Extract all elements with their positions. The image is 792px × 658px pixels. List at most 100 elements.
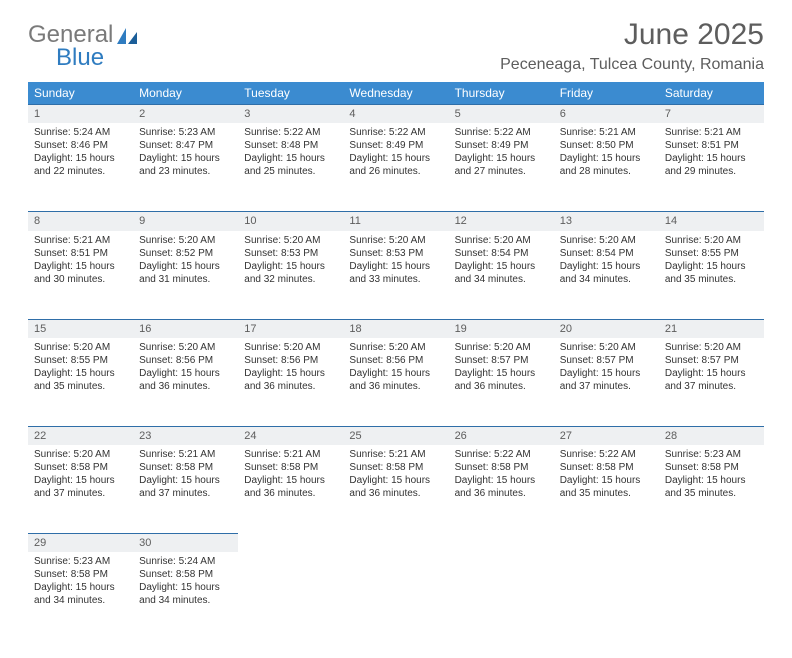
day-cell: Sunrise: 5:20 AMSunset: 8:58 PMDaylight:… (28, 445, 133, 533)
day-number: 21 (659, 319, 764, 338)
day-number-cell: 29 (28, 533, 133, 552)
day-number-cell: 20 (554, 319, 659, 338)
day-number: 23 (133, 426, 238, 445)
day-number: 11 (343, 211, 448, 230)
day-cell: Sunrise: 5:21 AMSunset: 8:51 PMDaylight:… (28, 231, 133, 319)
sunset-text: Sunset: 8:54 PM (455, 247, 548, 260)
day-number-cell: 13 (554, 211, 659, 230)
day-cell: Sunrise: 5:24 AMSunset: 8:58 PMDaylight:… (133, 552, 238, 640)
day-number-cell: 27 (554, 426, 659, 445)
daylight-text: Daylight: 15 hours (455, 260, 548, 273)
sunrise-text: Sunrise: 5:23 AM (34, 555, 127, 568)
week-daynum-row: 2930 (28, 533, 764, 552)
day-number-cell: 26 (449, 426, 554, 445)
day-number: 25 (343, 426, 448, 445)
daylight-text: Daylight: 15 hours (665, 367, 758, 380)
daylight-text: Daylight: 15 hours (244, 152, 337, 165)
day-number-cell: 18 (343, 319, 448, 338)
day-cell: Sunrise: 5:20 AMSunset: 8:53 PMDaylight:… (343, 231, 448, 319)
daylight-text: Daylight: 15 hours (455, 474, 548, 487)
day-cell: Sunrise: 5:23 AMSunset: 8:47 PMDaylight:… (133, 123, 238, 211)
day-number-cell: 22 (28, 426, 133, 445)
daylight-text: Daylight: 15 hours (244, 474, 337, 487)
day-cell (659, 552, 764, 640)
sunset-text: Sunset: 8:49 PM (455, 139, 548, 152)
weekday-header: Thursday (449, 82, 554, 104)
sunrise-text: Sunrise: 5:20 AM (34, 448, 127, 461)
sunrise-text: Sunrise: 5:20 AM (665, 234, 758, 247)
day-number: 12 (449, 211, 554, 230)
sunset-text: Sunset: 8:58 PM (349, 461, 442, 474)
day-cell: Sunrise: 5:21 AMSunset: 8:50 PMDaylight:… (554, 123, 659, 211)
day-number: 4 (343, 104, 448, 123)
daylight-text: Daylight: 15 hours (665, 474, 758, 487)
daylight-text: Daylight: 15 hours (349, 152, 442, 165)
week-daynum-row: 15161718192021 (28, 319, 764, 338)
sunset-text: Sunset: 8:50 PM (560, 139, 653, 152)
daylight-text: Daylight: 15 hours (244, 367, 337, 380)
daylight-text: Daylight: 15 hours (139, 474, 232, 487)
location: Peceneaga, Tulcea County, Romania (500, 56, 764, 74)
day-cell: Sunrise: 5:21 AMSunset: 8:58 PMDaylight:… (343, 445, 448, 533)
daylight-text-2: and 34 minutes. (560, 273, 653, 286)
weekday-header: Saturday (659, 82, 764, 104)
daylight-text-2: and 26 minutes. (349, 165, 442, 178)
day-cell: Sunrise: 5:20 AMSunset: 8:54 PMDaylight:… (554, 231, 659, 319)
day-cell: Sunrise: 5:21 AMSunset: 8:58 PMDaylight:… (133, 445, 238, 533)
day-number: 6 (554, 104, 659, 123)
day-number: 22 (28, 426, 133, 445)
day-number: 29 (28, 533, 133, 552)
daylight-text: Daylight: 15 hours (455, 367, 548, 380)
sunset-text: Sunset: 8:58 PM (34, 461, 127, 474)
daylight-text-2: and 37 minutes. (34, 487, 127, 500)
day-number-cell: 24 (238, 426, 343, 445)
day-cell: Sunrise: 5:21 AMSunset: 8:51 PMDaylight:… (659, 123, 764, 211)
day-cell (238, 552, 343, 640)
daylight-text-2: and 35 minutes. (34, 380, 127, 393)
sunset-text: Sunset: 8:52 PM (139, 247, 232, 260)
day-number: 18 (343, 319, 448, 338)
weekday-header: Monday (133, 82, 238, 104)
sunset-text: Sunset: 8:57 PM (560, 354, 653, 367)
daylight-text: Daylight: 15 hours (34, 474, 127, 487)
day-number-cell (554, 533, 659, 552)
logo: General Blue (28, 18, 139, 70)
sunrise-text: Sunrise: 5:20 AM (139, 341, 232, 354)
sunset-text: Sunset: 8:47 PM (139, 139, 232, 152)
daylight-text-2: and 27 minutes. (455, 165, 548, 178)
day-number-cell: 3 (238, 104, 343, 123)
daylight-text-2: and 25 minutes. (244, 165, 337, 178)
sunset-text: Sunset: 8:58 PM (665, 461, 758, 474)
day-number-cell: 11 (343, 211, 448, 230)
week-content-row: Sunrise: 5:24 AMSunset: 8:46 PMDaylight:… (28, 123, 764, 211)
daylight-text: Daylight: 15 hours (349, 474, 442, 487)
sunrise-text: Sunrise: 5:20 AM (244, 234, 337, 247)
day-number: 9 (133, 211, 238, 230)
day-number-cell (238, 533, 343, 552)
sunrise-text: Sunrise: 5:24 AM (139, 555, 232, 568)
daylight-text-2: and 36 minutes. (139, 380, 232, 393)
day-number-cell: 6 (554, 104, 659, 123)
day-number: 16 (133, 319, 238, 338)
sunset-text: Sunset: 8:57 PM (665, 354, 758, 367)
daylight-text-2: and 31 minutes. (139, 273, 232, 286)
day-cell: Sunrise: 5:20 AMSunset: 8:55 PMDaylight:… (659, 231, 764, 319)
sunset-text: Sunset: 8:49 PM (349, 139, 442, 152)
daylight-text-2: and 29 minutes. (665, 165, 758, 178)
weekday-header: Tuesday (238, 82, 343, 104)
day-number-cell: 17 (238, 319, 343, 338)
sunrise-text: Sunrise: 5:22 AM (349, 126, 442, 139)
calendar-table: Sunday Monday Tuesday Wednesday Thursday… (28, 82, 764, 640)
day-cell (343, 552, 448, 640)
sunrise-text: Sunrise: 5:21 AM (139, 448, 232, 461)
daylight-text-2: and 33 minutes. (349, 273, 442, 286)
daylight-text: Daylight: 15 hours (665, 152, 758, 165)
daylight-text: Daylight: 15 hours (34, 367, 127, 380)
day-cell: Sunrise: 5:23 AMSunset: 8:58 PMDaylight:… (28, 552, 133, 640)
daylight-text-2: and 34 minutes. (455, 273, 548, 286)
sunset-text: Sunset: 8:56 PM (244, 354, 337, 367)
day-number-cell: 4 (343, 104, 448, 123)
daylight-text-2: and 36 minutes. (455, 487, 548, 500)
day-cell: Sunrise: 5:20 AMSunset: 8:56 PMDaylight:… (343, 338, 448, 426)
daylight-text: Daylight: 15 hours (34, 581, 127, 594)
